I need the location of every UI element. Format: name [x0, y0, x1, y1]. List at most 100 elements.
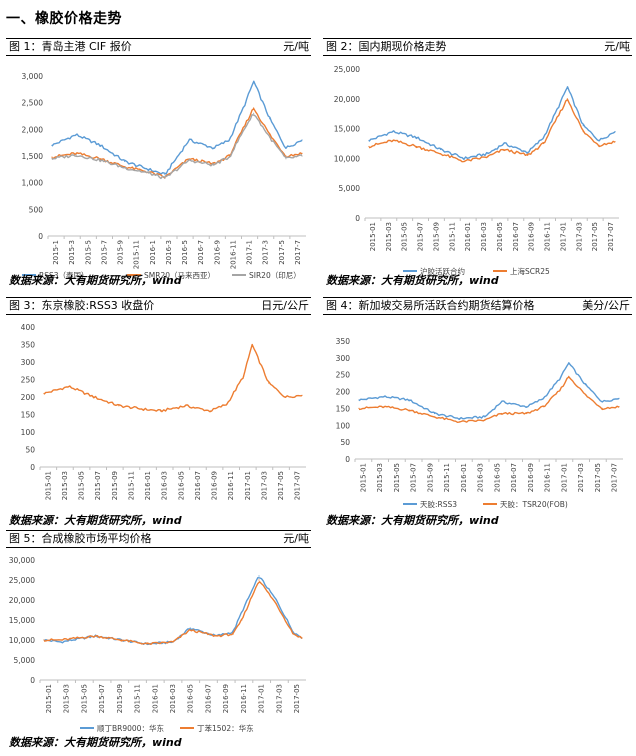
series-line — [368, 98, 616, 163]
chart-unit: 元/吨 — [283, 532, 309, 545]
x-tick-label: 2015-5 — [84, 240, 92, 265]
data-point — [228, 156, 230, 158]
x-tick-label: 2015-11 — [133, 240, 141, 269]
chart-svg: 0 50 100 150 200 250 300 350 2015-01 2015-03 2015-… — [336, 337, 623, 509]
data-point — [226, 403, 228, 405]
data-point — [559, 389, 561, 391]
data-point — [189, 627, 191, 629]
y-tick-label: 20,000 — [9, 596, 35, 605]
data-point — [459, 421, 461, 423]
x-tick-label: 2016-07 — [512, 222, 520, 251]
y-tick-label: 250 — [21, 376, 36, 385]
y-tick-label: 300 — [336, 354, 351, 363]
x-tick-label: 2016-11 — [240, 684, 248, 713]
x-tick-label: 2016-07 — [204, 684, 212, 713]
x-tick-label: 2015-3 — [68, 240, 76, 265]
data-point — [60, 641, 62, 643]
y-tick-label: 3,000 — [22, 72, 44, 81]
x-tick-label: 2017-7 — [294, 240, 302, 265]
y-tick-label: 5,000 — [14, 656, 36, 665]
y-tick-label: 100 — [21, 428, 36, 437]
data-point — [253, 80, 255, 82]
data-point — [189, 629, 191, 631]
data-point — [459, 417, 461, 420]
x-tick-label: 2017-03 — [577, 463, 585, 492]
data-point — [618, 406, 620, 408]
data-point — [301, 155, 303, 157]
data-point — [275, 599, 277, 601]
y-tick-label: 25,000 — [334, 65, 360, 74]
data-point — [118, 405, 120, 407]
y-tick-label: 1,500 — [22, 152, 44, 161]
data-point — [566, 98, 568, 100]
data-point — [501, 412, 503, 415]
source-note: 数据来源：大有期货研究所，wind — [326, 274, 499, 287]
data-point — [95, 635, 97, 637]
data-point — [99, 159, 101, 161]
x-tick-label: 2017-03 — [260, 471, 268, 500]
x-tick-label: 2015-05 — [78, 471, 86, 500]
data-point — [463, 157, 465, 159]
data-point — [368, 145, 370, 148]
data-point — [285, 158, 287, 160]
x-tick-label: 2017-07 — [294, 471, 302, 500]
x-tick-label: 2017-07 — [607, 222, 615, 251]
data-point — [542, 406, 545, 408]
series-line — [358, 376, 620, 424]
y-tick-label: 350 — [336, 337, 351, 346]
chart-title: 图 2：国内期现价格走势 — [326, 40, 447, 53]
data-point — [383, 396, 385, 398]
data-point — [285, 155, 287, 157]
x-tick-label: 2015-01 — [369, 222, 377, 251]
data-point — [258, 575, 260, 577]
data-point — [582, 125, 584, 127]
x-tick-label: 2015-03 — [376, 463, 384, 492]
x-tick-label: 2017-03 — [275, 684, 283, 713]
x-tick-label: 2015-11 — [134, 684, 142, 713]
y-tick-label: 10,000 — [9, 636, 35, 645]
chart-header: 图 5：合成橡胶市场平均价格 元/吨 — [6, 530, 311, 548]
data-point — [383, 406, 385, 408]
data-point — [269, 134, 271, 136]
y-tick-label: 300 — [21, 358, 36, 367]
data-point — [484, 416, 486, 418]
data-point — [75, 152, 77, 154]
data-point — [301, 139, 303, 141]
y-tick-label: 0 — [355, 214, 360, 223]
data-point — [269, 118, 271, 120]
series-line — [43, 581, 303, 646]
x-tick-label: 2016-09 — [527, 463, 535, 492]
data-point — [408, 409, 410, 411]
y-tick-label: 150 — [336, 404, 351, 413]
data-point — [285, 147, 287, 149]
data-point — [292, 631, 294, 633]
series-line — [43, 577, 303, 646]
data-point — [487, 156, 489, 158]
data-point — [244, 102, 247, 104]
x-tick-label: 2017-5 — [278, 240, 286, 265]
x-tick-label: 2017-3 — [262, 240, 270, 265]
data-point — [284, 396, 286, 398]
chart-header: 图 4：新加坡交易所活跃合约期货结算价格 美分/公斤 — [323, 297, 632, 315]
data-point — [368, 139, 370, 142]
x-tick-label: 2017-05 — [293, 684, 301, 713]
y-tick-label: 0 — [30, 463, 35, 472]
x-tick-label: 2016-1 — [149, 240, 157, 265]
x-tick-label: 2016-05 — [187, 684, 195, 713]
data-point — [99, 144, 101, 146]
x-tick-label: 2015-1 — [52, 240, 60, 265]
data-point — [268, 382, 270, 384]
chart-panel-4: 图 4：新加坡交易所活跃合约期货结算价格 美分/公斤 0 50 100 150 200 2… — [323, 297, 632, 529]
data-point — [164, 174, 166, 176]
data-point — [43, 392, 45, 395]
chart-panel-2: 图 2：国内期现价格走势 元/吨 0 5,000 10,000 15,000 20,00… — [323, 38, 632, 288]
y-tick-label: 5,000 — [339, 184, 361, 193]
x-tick-label: 2016-01 — [144, 471, 152, 500]
y-tick-label: 50 — [25, 446, 35, 455]
data-point — [358, 407, 360, 409]
chart-unit: 元/吨 — [604, 40, 630, 53]
x-tick-label: 2016-11 — [229, 240, 237, 269]
x-tick-label: 2017-1 — [246, 240, 254, 265]
chart-header: 图 1：青岛主港 CIF 报价 元/吨 — [6, 38, 311, 56]
data-point — [584, 394, 587, 396]
